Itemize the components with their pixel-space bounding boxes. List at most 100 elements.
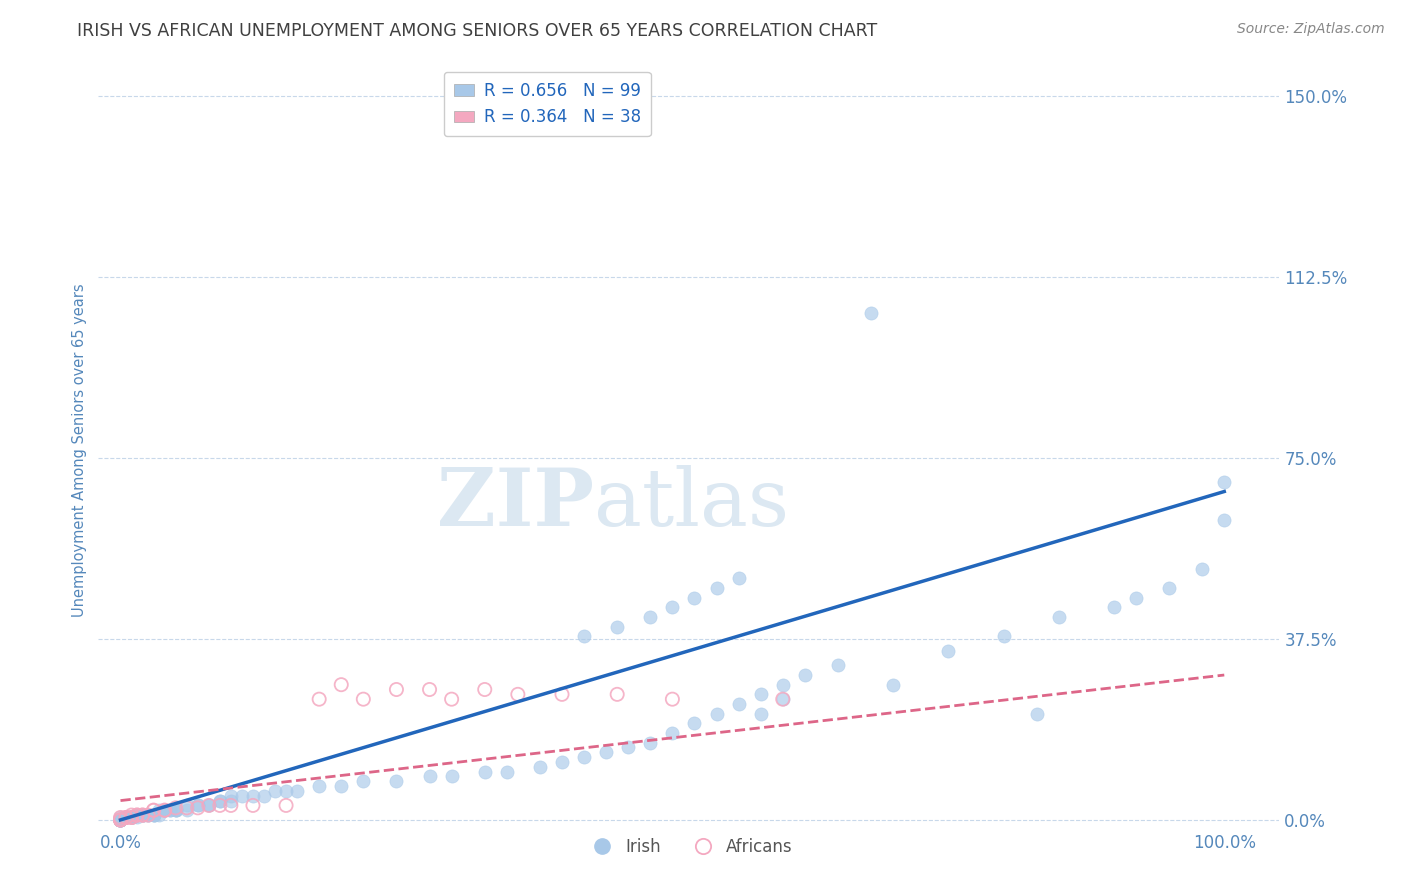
Point [176,803,198,817]
Point [121,810,143,824]
Point [110,813,132,827]
Point [495,764,517,779]
Point [131,808,153,822]
Point [683,716,706,731]
Point [208,794,231,808]
Point [749,706,772,721]
Point [142,808,165,822]
Point [474,764,496,779]
Point [125,808,148,822]
Point [121,808,143,822]
Point [176,798,198,813]
Point [772,692,794,706]
Point [551,755,574,769]
Point [219,789,242,803]
Point [153,803,176,817]
Point [131,808,153,822]
Point [110,810,132,824]
Point [142,803,165,817]
Point [640,736,662,750]
Point [165,801,187,815]
Point [121,810,143,824]
Point [1102,600,1125,615]
Point [142,803,165,817]
Point [198,798,221,813]
Point [551,687,574,701]
Point [125,810,148,824]
Point [142,808,165,822]
Point [595,745,617,759]
Point [165,803,187,817]
Text: Source: ZipAtlas.com: Source: ZipAtlas.com [1237,22,1385,37]
Point [242,798,264,813]
Point [772,692,794,706]
Point [198,798,221,813]
Point [860,306,883,320]
Point [640,610,662,624]
Point [440,769,463,783]
Point [165,803,187,817]
Text: IRISH VS AFRICAN UNEMPLOYMENT AMONG SENIORS OVER 65 YEARS CORRELATION CHART: IRISH VS AFRICAN UNEMPLOYMENT AMONG SENI… [77,22,877,40]
Point [121,810,143,824]
Point [121,810,143,824]
Point [385,774,408,789]
Point [148,803,170,817]
Point [706,581,728,595]
Point [749,687,772,701]
Point [131,808,153,822]
Point [253,789,276,803]
Point [187,801,209,815]
Point [1025,706,1047,721]
Point [330,779,353,793]
Point [1125,591,1147,605]
Point [125,808,148,822]
Point [352,692,374,706]
Legend: Irish, Africans: Irish, Africans [579,831,799,863]
Point [115,810,138,824]
Point [115,810,138,824]
Point [993,629,1015,643]
Point [131,808,153,822]
Point [330,678,353,692]
Point [793,668,815,682]
Point [506,687,529,701]
Point [148,808,170,822]
Point [727,697,749,711]
Point [110,813,132,827]
Point [727,571,749,585]
Text: atlas: atlas [595,465,790,542]
Point [159,803,181,817]
Point [121,810,143,824]
Point [661,600,683,615]
Point [308,692,330,706]
Point [308,779,330,793]
Point [419,769,441,783]
Point [440,692,463,706]
Point [882,678,904,692]
Point [198,798,221,813]
Point [572,750,595,764]
Point [274,784,297,798]
Point [121,810,143,824]
Point [208,798,231,813]
Point [115,810,138,824]
Point [231,789,253,803]
Point [219,798,242,813]
Point [153,803,176,817]
Point [110,813,132,827]
Point [617,740,640,755]
Point [110,810,132,824]
Point [125,808,148,822]
Point [606,620,628,634]
Point [385,682,408,697]
Point [110,813,132,827]
Point [936,644,959,658]
Point [208,794,231,808]
Point [529,760,551,774]
Point [165,803,187,817]
Point [1213,475,1236,489]
Point [153,803,176,817]
Point [219,794,242,808]
Point [115,810,138,824]
Point [1213,514,1236,528]
